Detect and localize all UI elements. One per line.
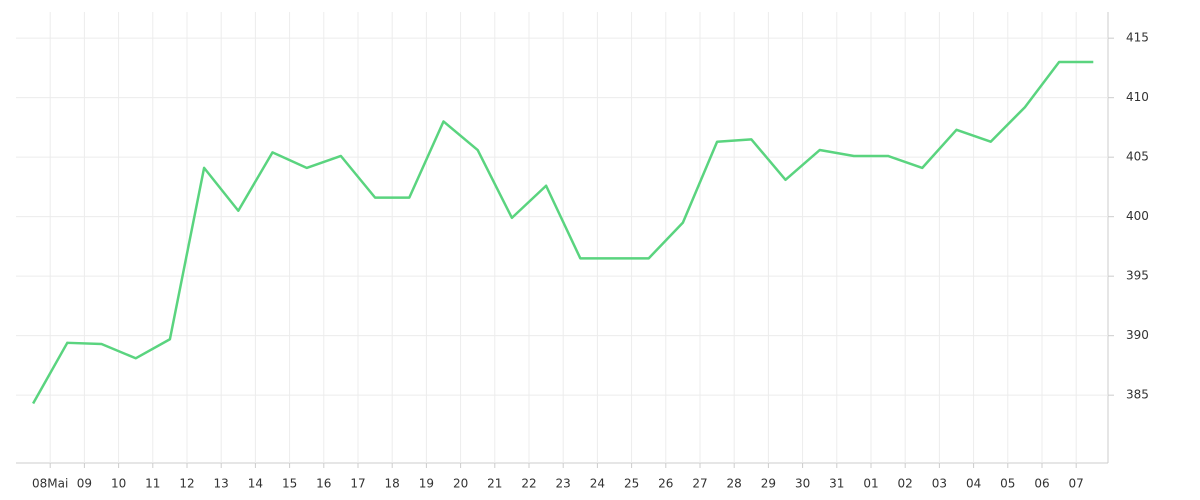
x-tick-label: 12 bbox=[179, 477, 194, 491]
x-tick-label: 16 bbox=[316, 477, 331, 491]
x-tick-label: 08Mai bbox=[32, 477, 68, 491]
x-tick-label: 17 bbox=[350, 477, 365, 491]
x-tick-label: 20 bbox=[453, 477, 468, 491]
x-tick-label: 29 bbox=[761, 477, 776, 491]
y-tick-label: 400 bbox=[1126, 209, 1149, 223]
x-tick-label: 09 bbox=[77, 477, 92, 491]
x-tick-label: 18 bbox=[385, 477, 400, 491]
x-tick-label: 24 bbox=[590, 477, 605, 491]
x-tick-label: 01 bbox=[863, 477, 878, 491]
x-tick-label: 21 bbox=[487, 477, 502, 491]
y-tick-label: 390 bbox=[1126, 328, 1149, 342]
x-tick-label: 11 bbox=[145, 477, 160, 491]
x-tick-label: 25 bbox=[624, 477, 639, 491]
x-tick-label: 10 bbox=[111, 477, 126, 491]
x-tick-label: 26 bbox=[658, 477, 673, 491]
x-tick-label: 05 bbox=[1000, 477, 1015, 491]
x-tick-label: 30 bbox=[795, 477, 810, 491]
x-tick-label: 19 bbox=[419, 477, 434, 491]
x-tick-label: 13 bbox=[214, 477, 229, 491]
y-tick-label: 385 bbox=[1126, 388, 1149, 402]
y-tick-label: 405 bbox=[1126, 150, 1149, 164]
x-tick-label: 31 bbox=[829, 477, 844, 491]
y-tick-label: 395 bbox=[1126, 269, 1149, 283]
x-tick-label: 04 bbox=[966, 477, 981, 491]
y-tick-label: 410 bbox=[1126, 90, 1149, 104]
x-tick-label: 03 bbox=[932, 477, 947, 491]
x-tick-label: 07 bbox=[1069, 477, 1084, 491]
x-tick-label: 02 bbox=[898, 477, 913, 491]
x-tick-label: 15 bbox=[282, 477, 297, 491]
line bbox=[32, 60, 1094, 405]
x-tick-label: 22 bbox=[521, 477, 536, 491]
x-tick-label: 14 bbox=[248, 477, 263, 491]
x-tick-label: 23 bbox=[556, 477, 571, 491]
y-tick-label: 415 bbox=[1126, 31, 1149, 45]
x-tick-label: 27 bbox=[692, 477, 707, 491]
x-tick-label: 06 bbox=[1034, 477, 1049, 491]
x-tick-label: 28 bbox=[727, 477, 742, 491]
